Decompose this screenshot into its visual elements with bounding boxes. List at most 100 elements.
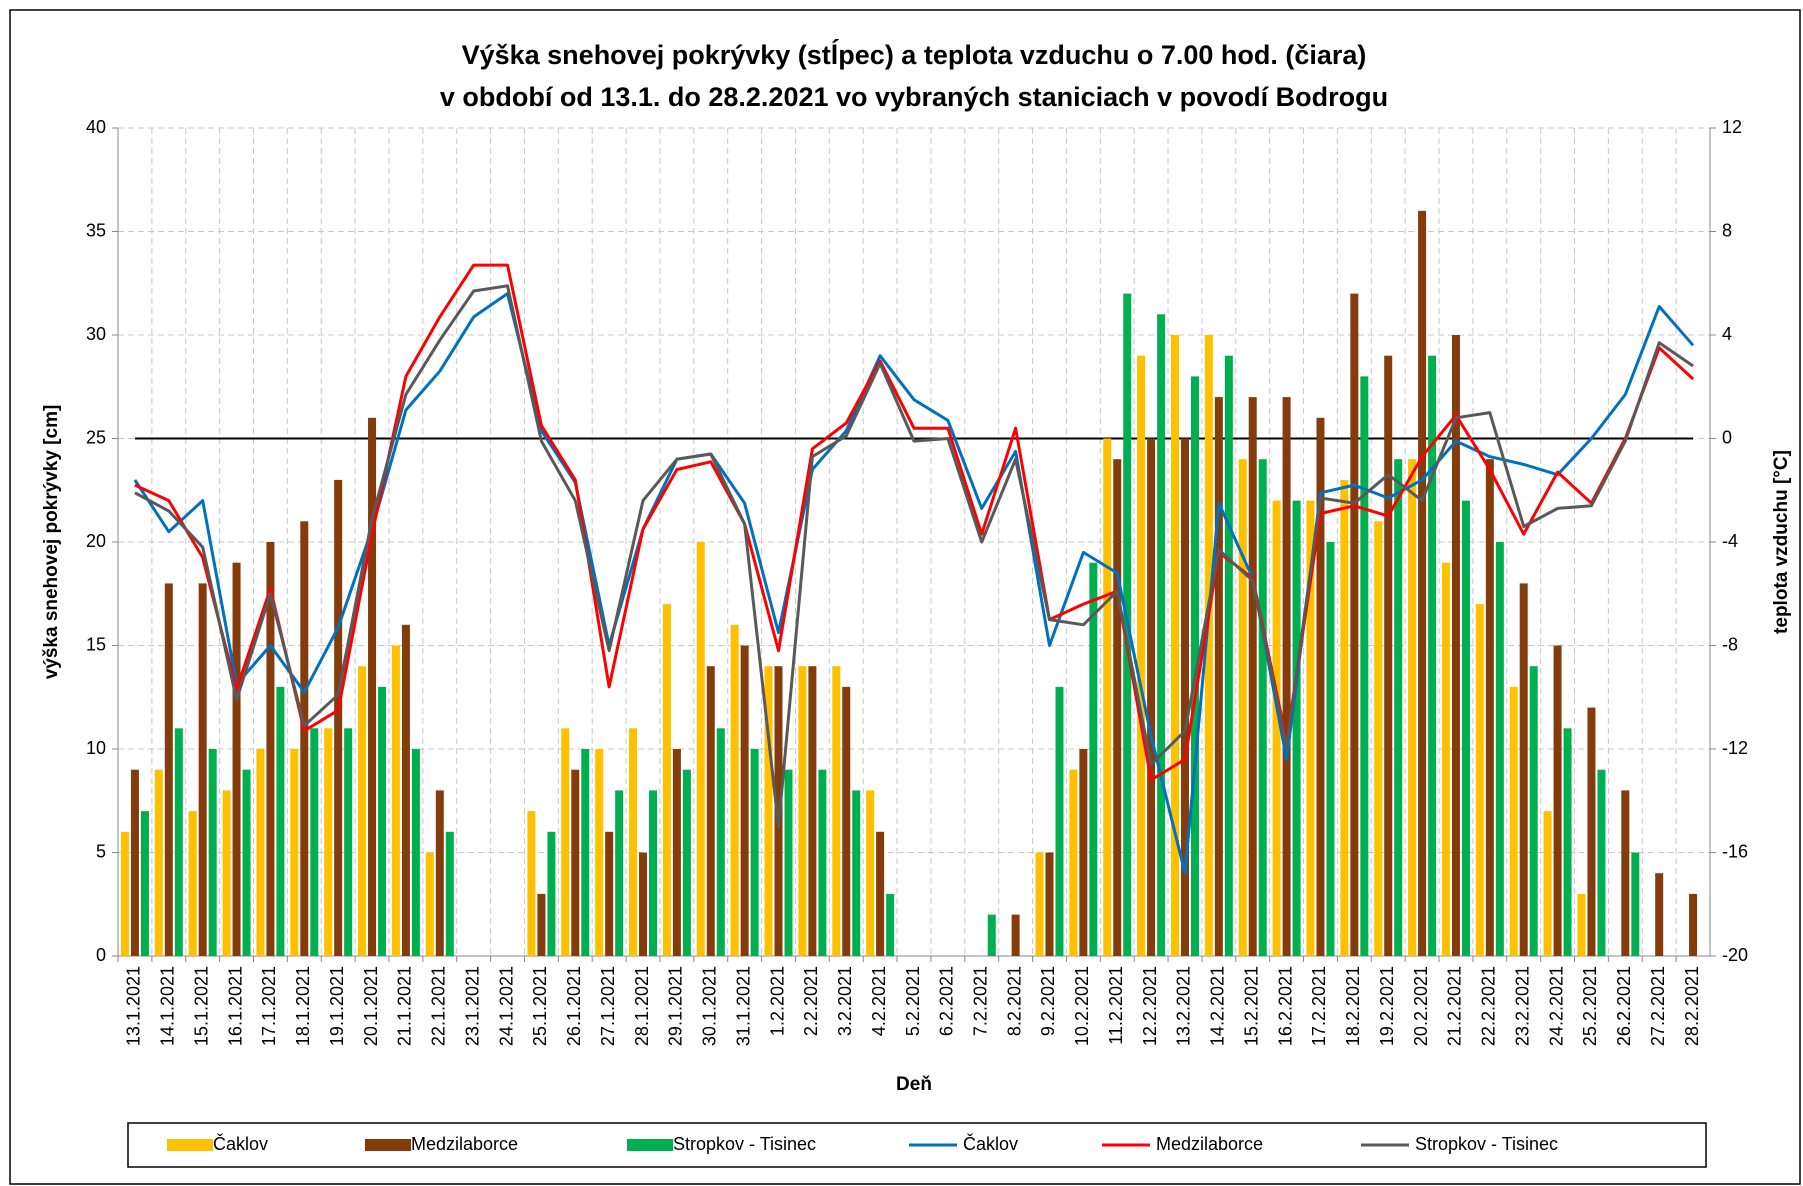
bar bbox=[1577, 893, 1586, 956]
bar bbox=[1543, 811, 1552, 956]
x-tick-label: 22.2.2021 bbox=[1479, 966, 1499, 1046]
x-tick-label: 27.2.2021 bbox=[1648, 966, 1668, 1046]
bar bbox=[290, 749, 299, 956]
x-tick-label: 15.2.2021 bbox=[1241, 966, 1261, 1046]
bar bbox=[649, 790, 658, 956]
y2-tick-label: 8 bbox=[1722, 220, 1732, 240]
bar bbox=[1350, 293, 1359, 957]
bar bbox=[1360, 376, 1369, 956]
legend-label: Medzilaborce bbox=[1156, 1134, 1263, 1154]
legend-swatch bbox=[167, 1139, 213, 1151]
bar bbox=[1689, 893, 1698, 956]
x-tick-label: 27.1.2021 bbox=[598, 966, 618, 1046]
bar bbox=[842, 686, 851, 956]
y2-tick-label: -12 bbox=[1722, 738, 1748, 758]
bar bbox=[1282, 397, 1291, 957]
bar bbox=[1597, 769, 1606, 956]
x-tick-label: 4.2.2021 bbox=[869, 966, 889, 1036]
x-tick-label: 26.1.2021 bbox=[564, 966, 584, 1046]
bar bbox=[1306, 500, 1315, 956]
x-tick-label: 23.2.2021 bbox=[1512, 966, 1532, 1046]
bar bbox=[1258, 459, 1267, 956]
bar bbox=[1418, 210, 1427, 957]
bar bbox=[256, 749, 265, 956]
bar bbox=[208, 749, 217, 956]
x-tick-label: 18.2.2021 bbox=[1343, 966, 1363, 1046]
bar bbox=[391, 645, 400, 956]
x-tick-label: 8.2.2021 bbox=[1004, 966, 1024, 1036]
bar bbox=[852, 790, 861, 956]
bar bbox=[1055, 686, 1064, 956]
line bbox=[133, 292, 1695, 875]
bar bbox=[154, 769, 163, 956]
bar bbox=[581, 749, 590, 956]
bar bbox=[358, 666, 367, 956]
bar bbox=[740, 645, 749, 956]
bar bbox=[276, 686, 285, 956]
bar bbox=[425, 852, 434, 956]
y-tick-label: 35 bbox=[86, 220, 106, 240]
bar bbox=[1529, 666, 1538, 956]
bar bbox=[1045, 852, 1054, 956]
bar bbox=[1340, 479, 1349, 956]
x-tick-label: 29.1.2021 bbox=[666, 966, 686, 1046]
bar bbox=[344, 728, 353, 956]
bar bbox=[730, 624, 739, 956]
bar bbox=[435, 790, 444, 956]
bar bbox=[1394, 459, 1403, 956]
y2-tick-label: 0 bbox=[1722, 427, 1732, 447]
bar bbox=[140, 811, 149, 956]
bar bbox=[334, 479, 343, 956]
bar bbox=[164, 583, 173, 956]
y-tick-label: 0 bbox=[96, 945, 106, 965]
x-tick-label: 21.2.2021 bbox=[1445, 966, 1465, 1046]
bar bbox=[798, 666, 807, 956]
x-tick-label: 7.2.2021 bbox=[970, 966, 990, 1036]
x-tick-label: 12.2.2021 bbox=[1140, 966, 1160, 1046]
x-tick-label: 30.1.2021 bbox=[700, 966, 720, 1046]
bar bbox=[561, 728, 570, 956]
bar bbox=[1475, 604, 1484, 956]
bar bbox=[1509, 686, 1518, 956]
bar bbox=[1451, 335, 1460, 956]
bar bbox=[1587, 707, 1596, 956]
y-axis-title: výška snehovej pokrývky [cm] bbox=[41, 405, 62, 680]
line bbox=[134, 263, 1695, 782]
y-tick-label: 5 bbox=[96, 841, 106, 861]
bar bbox=[1563, 728, 1572, 956]
bar bbox=[1495, 542, 1504, 956]
bar bbox=[1204, 335, 1213, 956]
chart-subtitle: v období od 13.1. do 28.2.2021 vo vybran… bbox=[440, 82, 1388, 112]
bar bbox=[1631, 852, 1640, 956]
y-tick-label: 15 bbox=[86, 634, 106, 654]
bar bbox=[1655, 873, 1664, 956]
x-tick-label: 3.2.2021 bbox=[835, 966, 855, 1036]
bar bbox=[368, 417, 377, 956]
y2-tick-label: -16 bbox=[1722, 841, 1748, 861]
x-tick-label: 15.1.2021 bbox=[191, 966, 211, 1046]
x-tick-label: 25.2.2021 bbox=[1580, 966, 1600, 1046]
bar bbox=[629, 728, 638, 956]
bar bbox=[537, 893, 546, 956]
x-tick-label: 16.2.2021 bbox=[1275, 966, 1295, 1046]
bar bbox=[764, 666, 773, 956]
bar bbox=[987, 914, 996, 956]
x-tick-label: 24.2.2021 bbox=[1546, 966, 1566, 1046]
bar bbox=[1248, 397, 1257, 957]
bar bbox=[832, 666, 841, 956]
x-tick-label: 6.2.2021 bbox=[937, 966, 957, 1036]
x-tick-label: 14.2.2021 bbox=[1208, 966, 1228, 1046]
bar bbox=[242, 769, 251, 956]
x-tick-label: 22.1.2021 bbox=[429, 966, 449, 1046]
bar bbox=[1103, 438, 1112, 956]
bar bbox=[1272, 500, 1281, 956]
x-tick-label: 28.1.2021 bbox=[632, 966, 652, 1046]
bar bbox=[1089, 562, 1098, 956]
x-tick-label: 20.1.2021 bbox=[361, 966, 381, 1046]
bar bbox=[1326, 542, 1335, 956]
x-tick-label: 5.2.2021 bbox=[903, 966, 923, 1036]
y-tick-label: 30 bbox=[86, 324, 106, 344]
x-tick-label: 19.2.2021 bbox=[1377, 966, 1397, 1046]
bar bbox=[1190, 376, 1199, 956]
y2-axis-title: teplota vzduchu [°C] bbox=[1771, 450, 1792, 634]
